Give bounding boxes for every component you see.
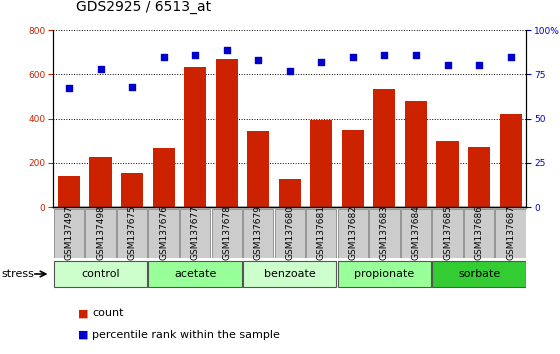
Bar <box>247 131 269 207</box>
Point <box>222 47 231 52</box>
FancyBboxPatch shape <box>432 261 526 287</box>
Point <box>190 52 199 58</box>
Text: percentile rank within the sample: percentile rank within the sample <box>92 330 280 339</box>
Text: GSM137678: GSM137678 <box>222 205 231 260</box>
FancyBboxPatch shape <box>306 209 337 258</box>
FancyBboxPatch shape <box>496 209 526 258</box>
Text: propionate: propionate <box>354 269 414 279</box>
Text: control: control <box>81 269 120 279</box>
FancyBboxPatch shape <box>212 209 242 258</box>
Text: GSM137675: GSM137675 <box>128 205 137 260</box>
Text: GSM137683: GSM137683 <box>380 205 389 260</box>
Bar <box>405 101 427 207</box>
FancyBboxPatch shape <box>432 209 463 258</box>
FancyBboxPatch shape <box>54 209 84 258</box>
Point <box>443 63 452 68</box>
Point <box>128 84 137 90</box>
Point <box>254 57 263 63</box>
Text: GSM137681: GSM137681 <box>317 205 326 260</box>
Point <box>412 52 421 58</box>
Text: stress: stress <box>1 269 34 279</box>
Text: GSM137679: GSM137679 <box>254 205 263 260</box>
Bar <box>342 130 364 207</box>
Text: GSM137680: GSM137680 <box>285 205 295 260</box>
Text: acetate: acetate <box>174 269 216 279</box>
Bar <box>184 67 206 207</box>
FancyBboxPatch shape <box>243 209 273 258</box>
FancyBboxPatch shape <box>243 261 337 287</box>
FancyBboxPatch shape <box>54 261 147 287</box>
Text: count: count <box>92 308 124 318</box>
FancyBboxPatch shape <box>274 209 305 258</box>
Point <box>380 52 389 58</box>
FancyBboxPatch shape <box>117 209 147 258</box>
Point <box>506 54 515 59</box>
Bar <box>90 157 111 207</box>
Bar <box>216 59 238 207</box>
Text: GSM137497: GSM137497 <box>64 205 73 260</box>
Text: sorbate: sorbate <box>458 269 500 279</box>
FancyBboxPatch shape <box>85 209 116 258</box>
Text: GSM137498: GSM137498 <box>96 205 105 260</box>
Point <box>96 66 105 72</box>
Bar <box>121 173 143 207</box>
Point <box>475 63 484 68</box>
FancyBboxPatch shape <box>148 209 179 258</box>
Point <box>64 86 73 91</box>
FancyBboxPatch shape <box>338 261 431 287</box>
Text: GSM137686: GSM137686 <box>474 205 484 260</box>
Text: GSM137687: GSM137687 <box>506 205 515 260</box>
Text: GDS2925 / 6513_at: GDS2925 / 6513_at <box>76 0 211 14</box>
Bar <box>468 147 490 207</box>
Bar <box>436 141 459 207</box>
FancyBboxPatch shape <box>369 209 400 258</box>
Text: ■: ■ <box>78 330 89 339</box>
Bar <box>310 120 333 207</box>
Point <box>317 59 326 65</box>
Bar <box>500 114 522 207</box>
Point <box>159 54 168 59</box>
Bar <box>279 179 301 207</box>
Text: GSM137677: GSM137677 <box>190 205 200 260</box>
Point <box>285 68 294 74</box>
FancyBboxPatch shape <box>401 209 431 258</box>
Text: GSM137685: GSM137685 <box>443 205 452 260</box>
Text: GSM137684: GSM137684 <box>412 205 421 260</box>
FancyBboxPatch shape <box>180 209 211 258</box>
FancyBboxPatch shape <box>338 209 368 258</box>
Bar <box>58 176 80 207</box>
Point <box>348 54 357 59</box>
Text: ■: ■ <box>78 308 89 318</box>
Bar <box>374 89 395 207</box>
Text: benzoate: benzoate <box>264 269 316 279</box>
Text: GSM137682: GSM137682 <box>348 205 357 260</box>
Text: GSM137676: GSM137676 <box>159 205 168 260</box>
Bar <box>152 148 175 207</box>
FancyBboxPatch shape <box>148 261 242 287</box>
FancyBboxPatch shape <box>464 209 494 258</box>
